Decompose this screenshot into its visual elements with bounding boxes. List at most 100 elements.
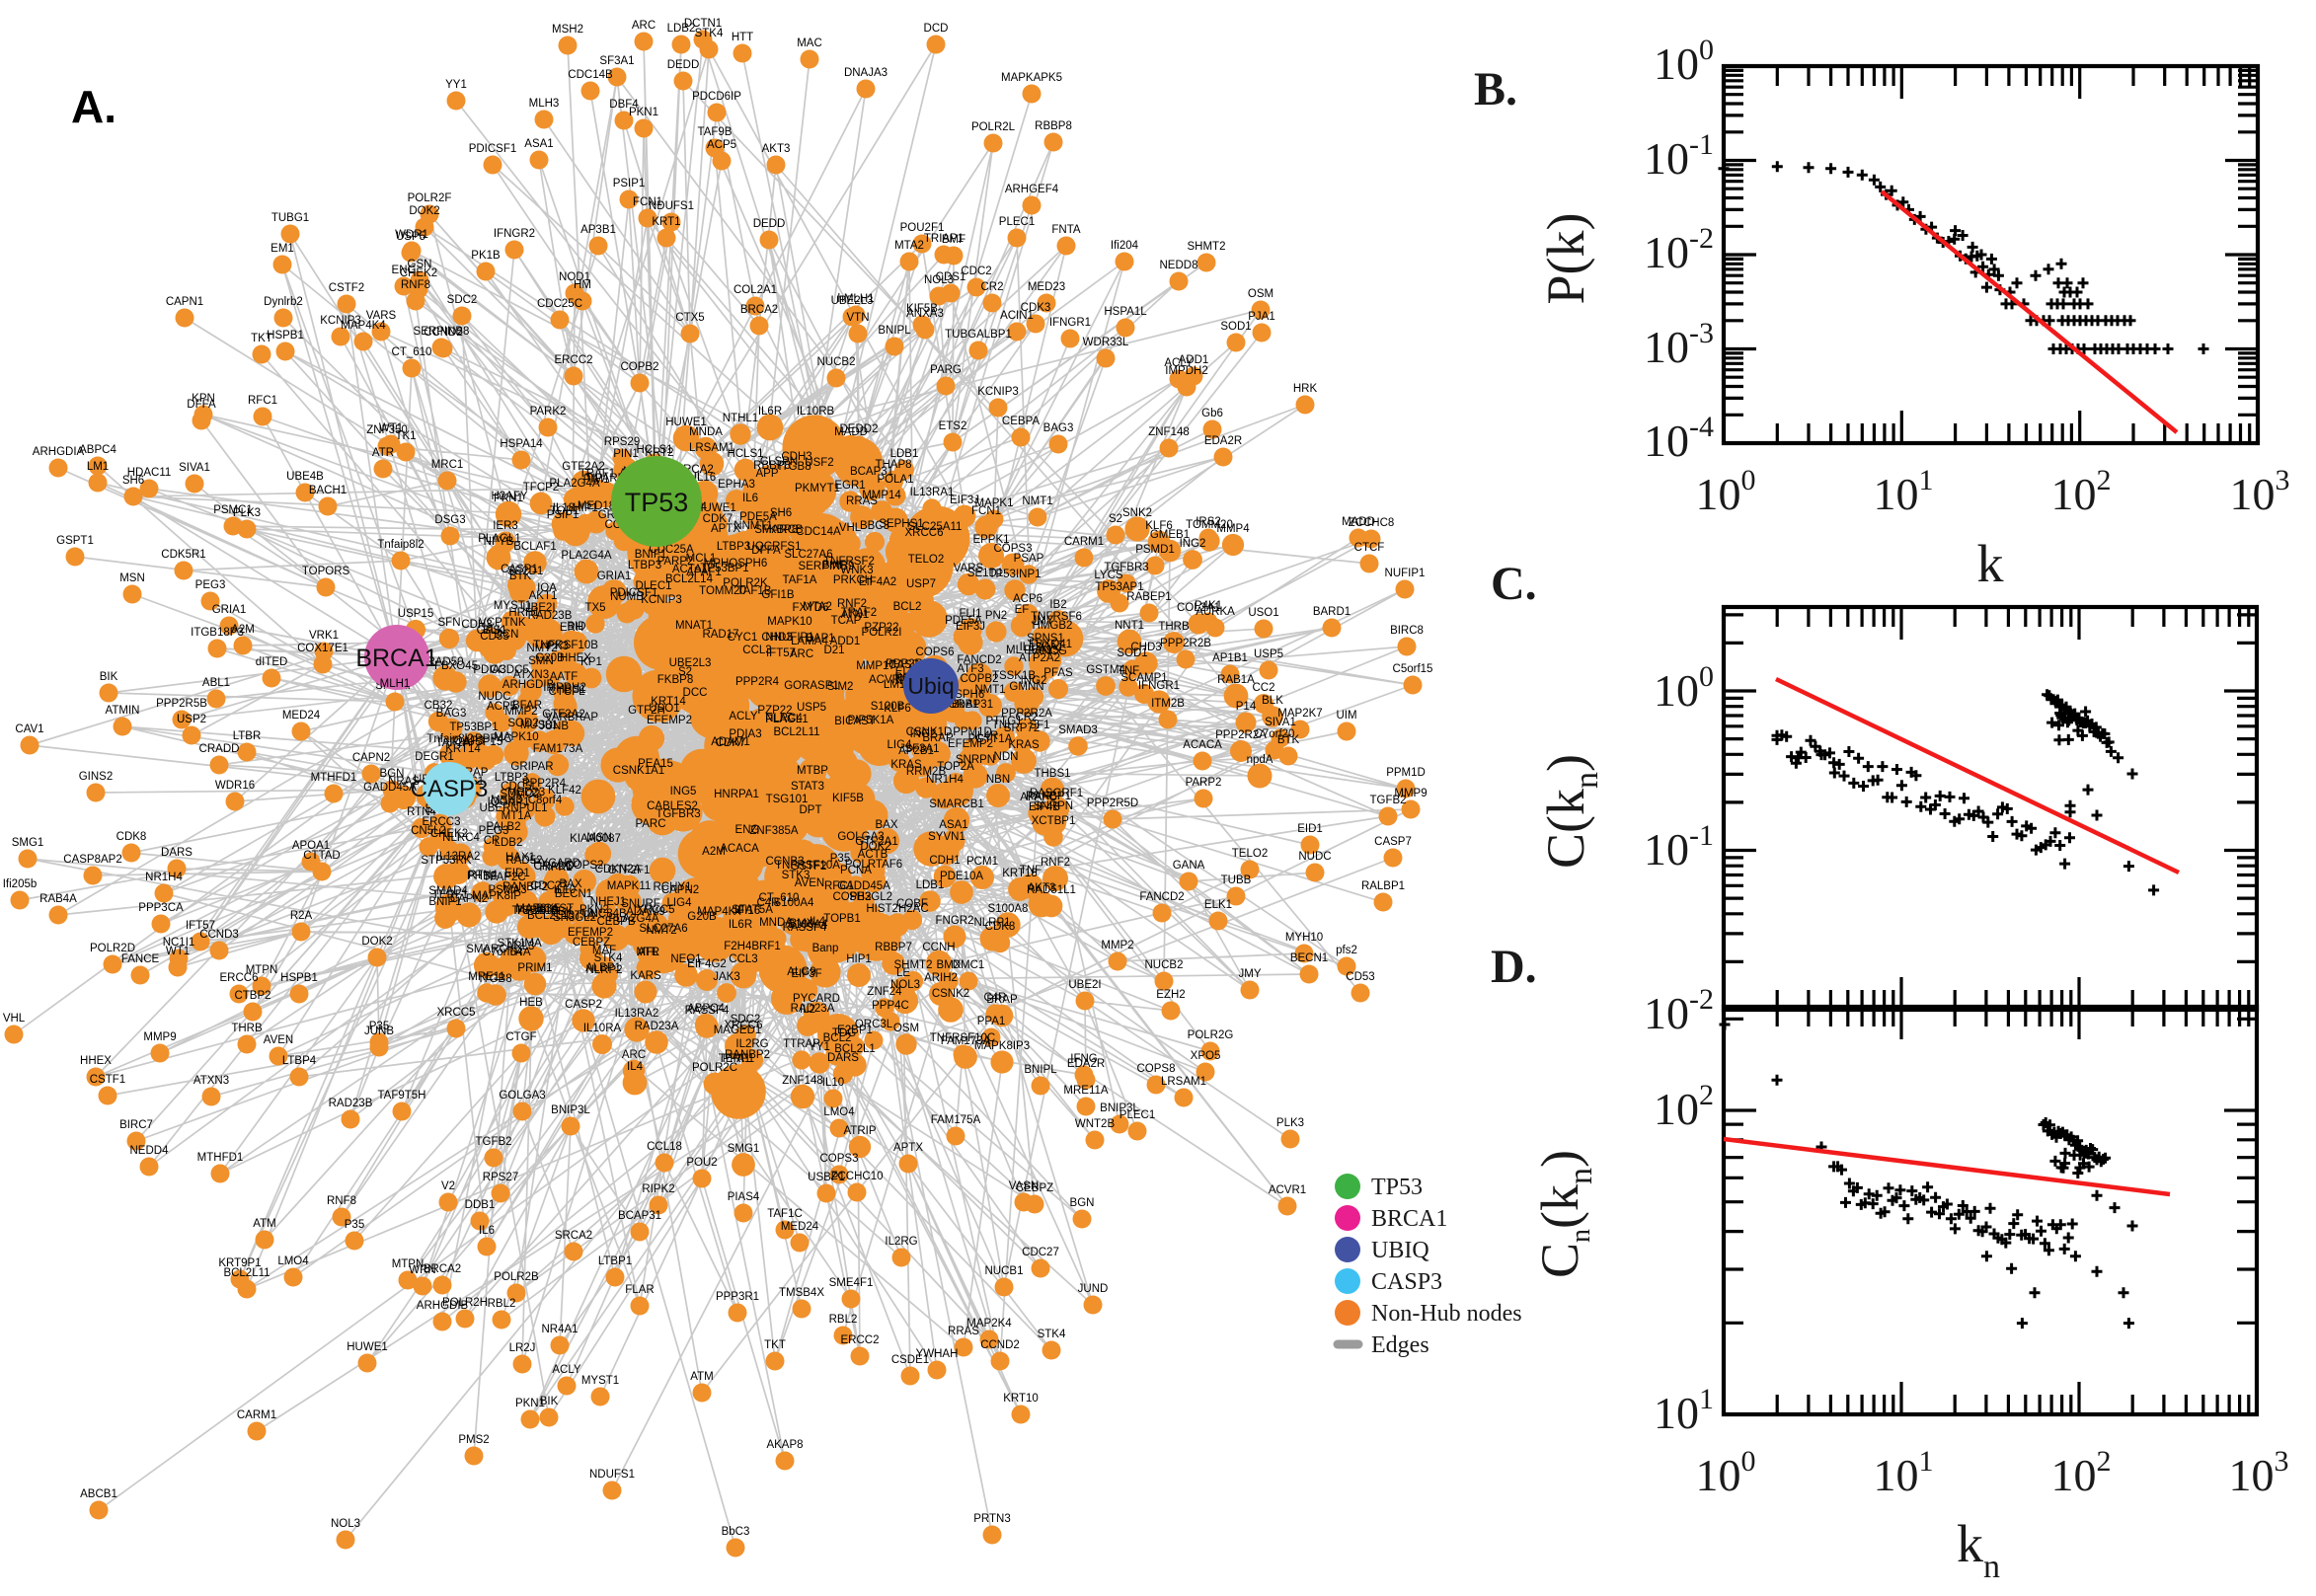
svg-text:SIVA1: SIVA1 [1265, 717, 1296, 728]
svg-text:NMT1: NMT1 [1022, 495, 1052, 507]
svg-text:VRK1: VRK1 [309, 630, 339, 642]
svg-text:A2M: A2M [702, 846, 726, 858]
svg-text:R2A: R2A [290, 910, 313, 922]
svg-text:ASA1: ASA1 [939, 819, 967, 831]
svg-text:MNAT1: MNAT1 [675, 620, 713, 632]
svg-text:CTCFL: CTCFL [548, 686, 585, 698]
svg-text:CDH1: CDH1 [929, 855, 960, 867]
svg-text:RALBP1: RALBP1 [1361, 880, 1405, 892]
svg-text:BMX: BMX [937, 959, 962, 971]
svg-text:EDA2R: EDA2R [1204, 435, 1242, 447]
svg-text:SDC2: SDC2 [447, 294, 478, 306]
svg-text:HRK: HRK [1293, 383, 1318, 395]
svg-text:IL13RA2: IL13RA2 [436, 851, 481, 863]
svg-text:ZNF350: ZNF350 [366, 424, 408, 436]
svg-text:NUMB: NUMB [610, 591, 644, 603]
svg-text:ACP6: ACP6 [1013, 593, 1042, 605]
svg-text:EFEMP2: EFEMP2 [647, 715, 692, 726]
svg-text:RPS27: RPS27 [483, 1172, 518, 1183]
svg-text:BCAP31: BCAP31 [850, 466, 893, 478]
svg-text:SOD2: SOD2 [507, 718, 538, 729]
svg-text:pfs2: pfs2 [1336, 945, 1357, 956]
svg-text:BECN1: BECN1 [1290, 952, 1328, 964]
svg-text:UBE2I: UBE2I [522, 602, 555, 614]
svg-text:ELK1: ELK1 [1204, 899, 1232, 911]
svg-text:CTTAD: CTTAD [303, 850, 340, 862]
svg-text:ABPC4: ABPC4 [687, 1003, 725, 1015]
svg-text:ATRIP: ATRIP [843, 1125, 876, 1137]
svg-text:NUDC: NUDC [1298, 851, 1331, 863]
svg-text:SE1D1: SE1D1 [967, 568, 1003, 579]
svg-text:ERCC2: ERCC2 [841, 1334, 880, 1346]
svg-text:CDK3: CDK3 [1021, 302, 1051, 314]
svg-text:MMP4: MMP4 [1216, 523, 1250, 535]
svg-text:SMAD4: SMAD4 [428, 885, 468, 897]
svg-text:STAT5A: STAT5A [732, 904, 773, 916]
svg-text:RBBP8: RBBP8 [1035, 120, 1072, 132]
svg-text:TP53BP1: TP53BP1 [700, 563, 748, 574]
svg-text:ABPC4: ABPC4 [79, 444, 116, 456]
svg-text:POU2F1: POU2F1 [900, 222, 945, 234]
svg-text:PSMA3: PSMA3 [489, 884, 527, 896]
svg-text:ARHGDIA: ARHGDIA [33, 446, 85, 458]
svg-text:UQCRFS1: UQCRFS1 [747, 541, 802, 553]
svg-text:MAPK11: MAPK11 [607, 880, 652, 892]
svg-text:PIAS4: PIAS4 [728, 1191, 760, 1203]
svg-text:POLR2H: POLR2H [442, 1297, 488, 1309]
svg-text:PTTG1: PTTG1 [985, 716, 1022, 727]
svg-text:BID: BID [567, 621, 585, 633]
svg-text:CHD3: CHD3 [1130, 642, 1161, 653]
svg-text:LAMA4: LAMA4 [791, 636, 828, 647]
svg-text:STAT3: STAT3 [791, 781, 824, 793]
svg-text:LYCS: LYCS [1094, 570, 1123, 581]
svg-text:KCNIP3: KCNIP3 [320, 315, 361, 327]
svg-text:ACACA: ACACA [1183, 739, 1222, 751]
svg-text:FLAR: FLAR [625, 1284, 654, 1296]
svg-text:HIP1: HIP1 [846, 953, 872, 965]
svg-text:PKMYT1: PKMYT1 [795, 483, 840, 494]
svg-text:TGFBR3: TGFBR3 [1104, 562, 1148, 573]
svg-text:COPB2: COPB2 [833, 891, 872, 903]
svg-text:FAM175A: FAM175A [931, 1114, 981, 1126]
svg-text:DDB1: DDB1 [465, 1199, 496, 1211]
svg-text:SE2D1: SE2D1 [507, 566, 543, 577]
svg-text:XRCC5: XRCC5 [637, 904, 675, 916]
svg-text:ABL1: ABL1 [202, 677, 230, 689]
svg-text:PARC: PARC [635, 818, 665, 830]
svg-text:POLR2K: POLR2K [723, 577, 768, 589]
svg-text:MED23: MED23 [507, 787, 545, 798]
svg-text:PSMC1: PSMC1 [213, 504, 253, 516]
svg-text:GTF2H: GTF2H [628, 705, 665, 717]
svg-text:TELO2: TELO2 [1232, 848, 1268, 860]
svg-text:GSPT1: GSPT1 [56, 535, 94, 547]
svg-text:ATN1: ATN1 [841, 609, 870, 621]
svg-text:CARM1: CARM1 [1064, 536, 1104, 548]
svg-text:CRADD: CRADD [534, 861, 575, 873]
svg-text:PPP4C: PPP4C [872, 1000, 909, 1012]
svg-text:SMARC: SMARC [466, 944, 507, 955]
svg-text:APAFC: APAFC [1020, 792, 1057, 803]
svg-text:RANBP2: RANBP2 [502, 881, 548, 893]
svg-text:BLK: BLK [1262, 695, 1283, 707]
svg-text:WNK3: WNK3 [840, 565, 873, 576]
svg-text:YY1: YY1 [445, 79, 467, 91]
svg-text:THBS1: THBS1 [549, 684, 585, 696]
svg-text:HUWE1: HUWE1 [665, 417, 707, 428]
svg-text:F2H4BRF1: F2H4BRF1 [724, 941, 781, 952]
svg-text:MRE11A: MRE11A [1063, 1085, 1108, 1097]
svg-text:HSPB1: HSPB1 [267, 330, 304, 342]
svg-text:CR: CR [484, 835, 501, 847]
svg-text:CHEK2: CHEK2 [430, 828, 468, 840]
svg-text:GTF2A2: GTF2A2 [562, 461, 604, 473]
svg-text:PLA2G4A: PLA2G4A [549, 478, 599, 490]
svg-text:ANXA3: ANXA3 [906, 308, 944, 320]
svg-text:NEDD4: NEDD4 [130, 1145, 170, 1157]
svg-text:V2: V2 [441, 1180, 455, 1192]
svg-text:ERCC3: ERCC3 [423, 816, 461, 828]
svg-text:ARC: ARC [622, 1049, 646, 1061]
svg-text:NFYB: NFYB [484, 536, 514, 548]
svg-text:NDUFS1: NDUFS1 [589, 1469, 635, 1481]
svg-text:YY1: YY1 [809, 1041, 830, 1053]
svg-text:GORASP1: GORASP1 [784, 680, 839, 692]
svg-text:PPP3CA: PPP3CA [138, 902, 184, 914]
